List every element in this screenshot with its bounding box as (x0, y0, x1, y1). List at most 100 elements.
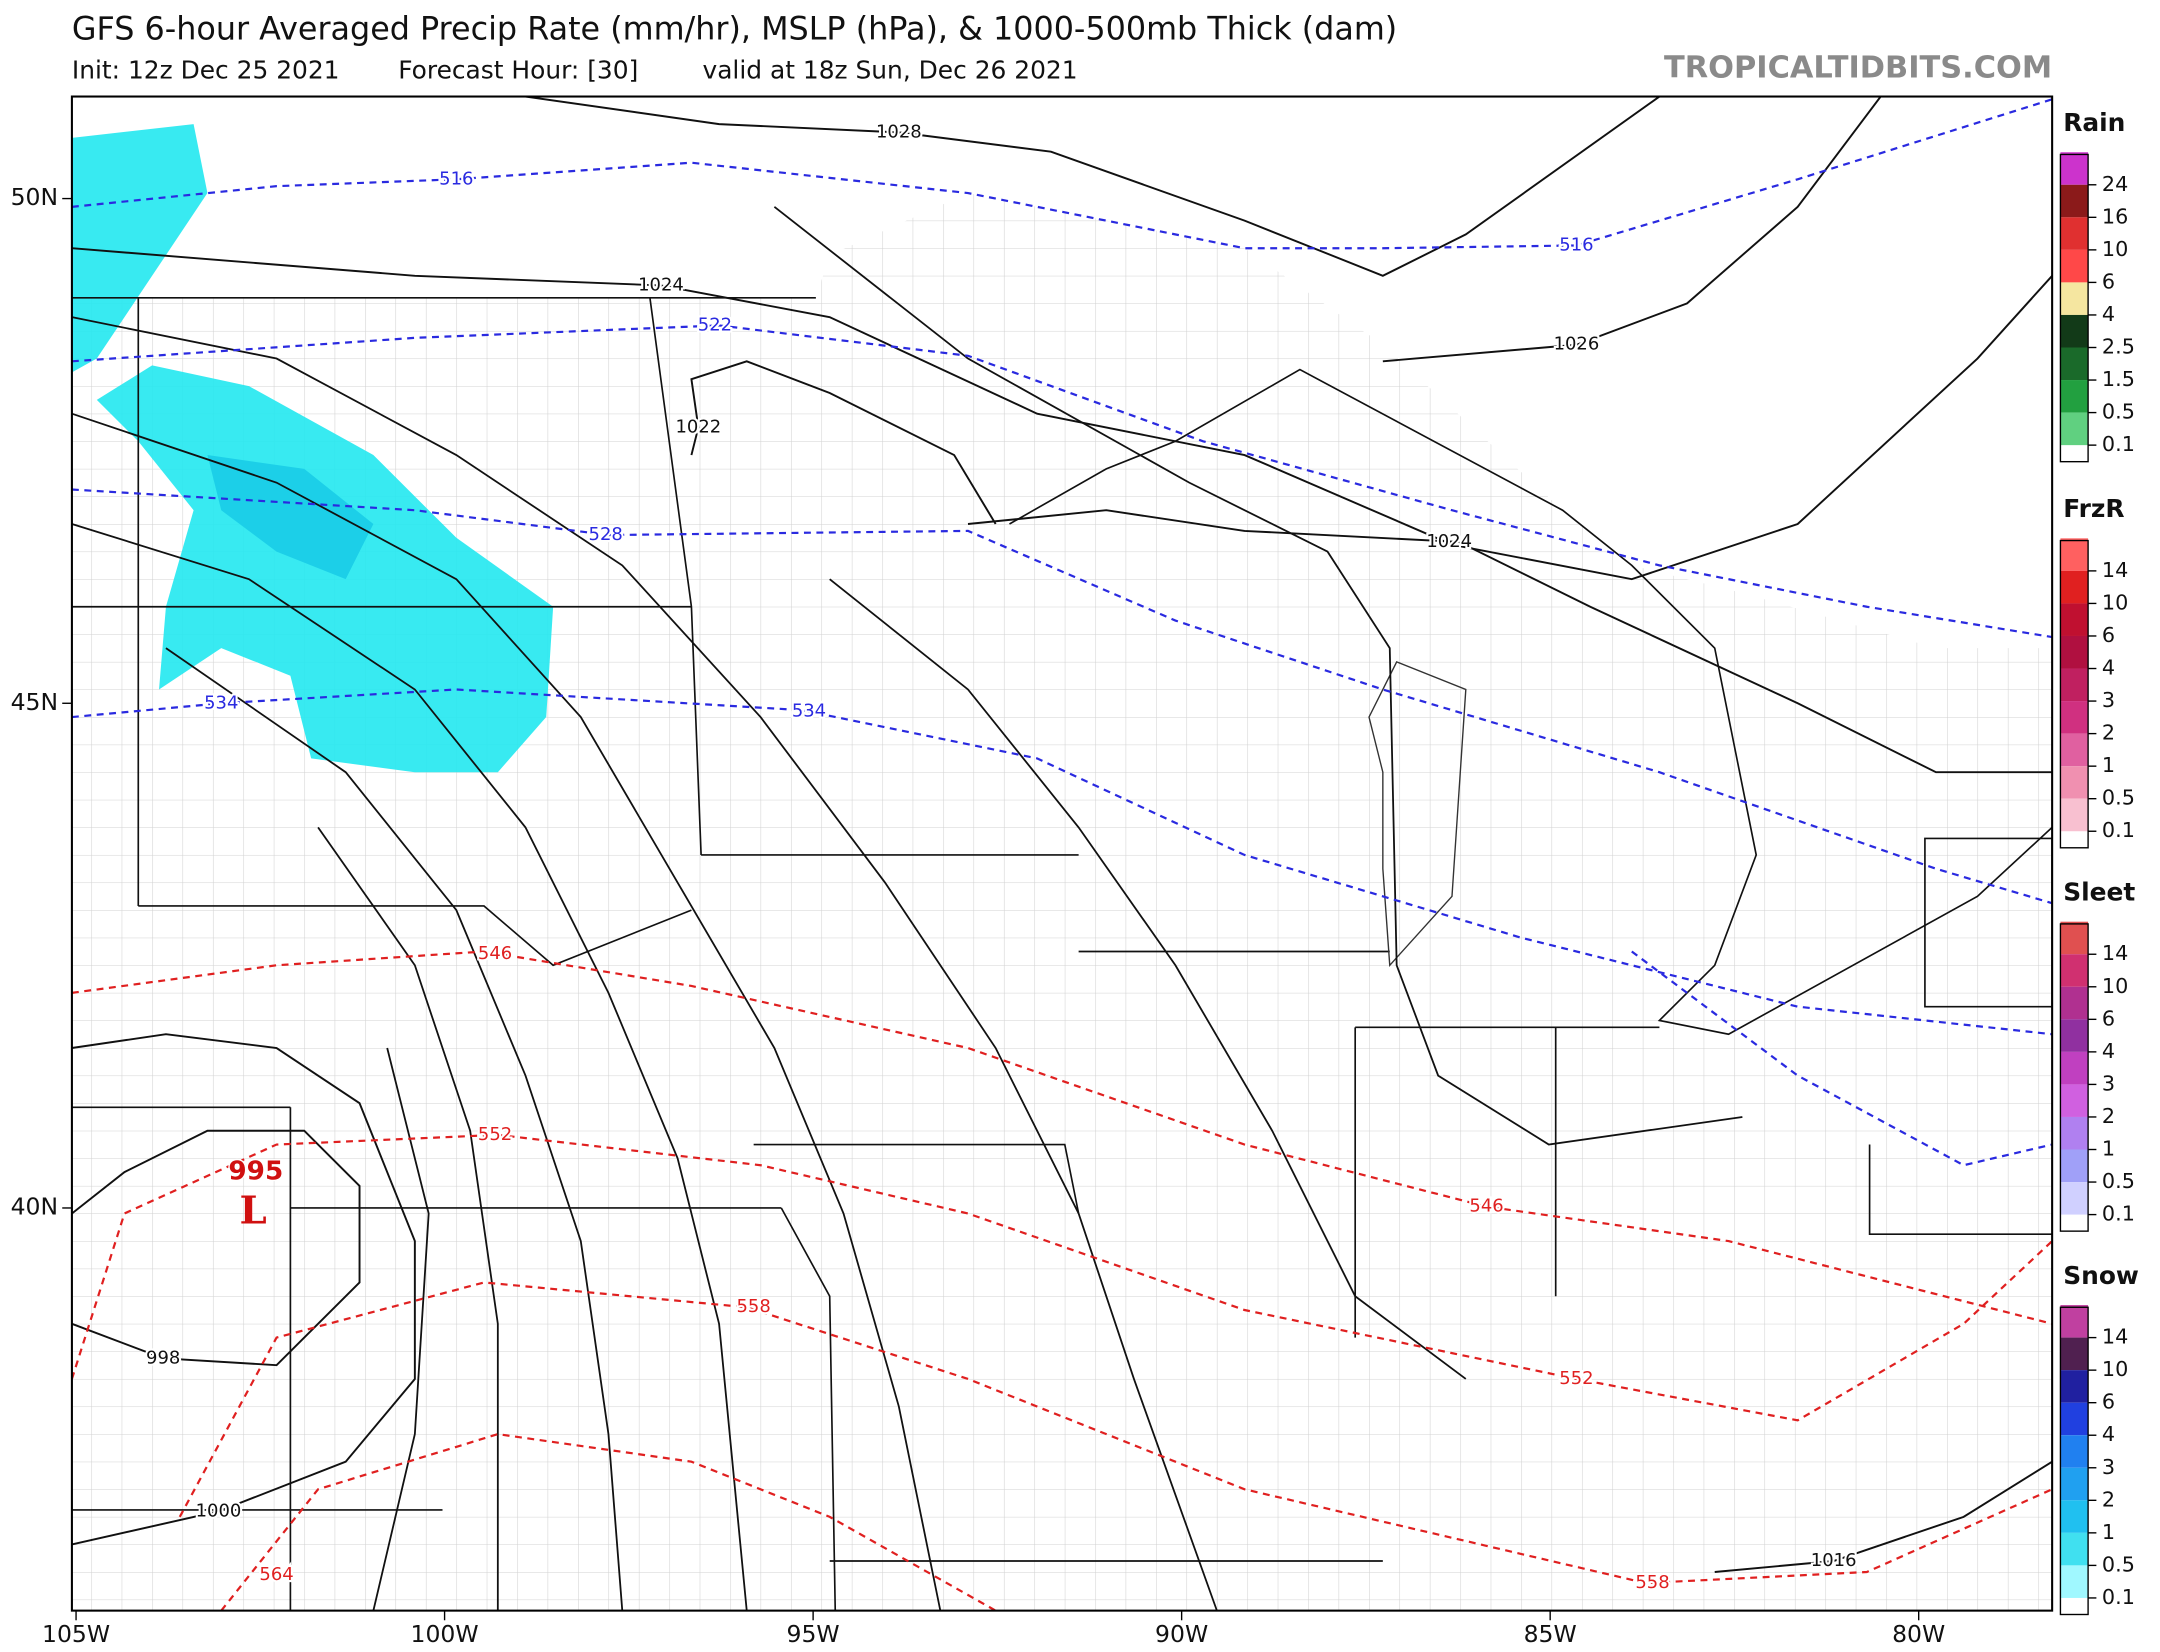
thickness-label: 546 (1469, 1196, 1503, 1217)
thickness-label: 546 (478, 943, 512, 964)
isobar-line (71, 523, 748, 1611)
isobar (71, 1129, 361, 1367)
legend-label: 6 (2102, 269, 2115, 293)
legend-label: 10 (2102, 1357, 2128, 1381)
isobar-label: 1022 (675, 416, 721, 437)
lat-label: 50N (11, 183, 58, 211)
isobar-line (71, 412, 942, 1611)
legend-label: 10 (2102, 237, 2128, 261)
legend-bar-frame (2059, 539, 2089, 849)
legend-swatch (2060, 921, 2089, 955)
isobar (71, 1033, 416, 1546)
lat-label: 45N (11, 688, 58, 716)
isobar-label: 1000 (196, 1500, 242, 1521)
legend-bar-frame (2059, 153, 2089, 463)
thickness-line (178, 1281, 2053, 1585)
isobar-label: 998 (146, 1347, 180, 1368)
isobar-label: 1024 (638, 274, 684, 295)
legend-label: 2 (2102, 721, 2115, 745)
isobar-line (317, 826, 499, 1611)
legend-label: 14 (2102, 1325, 2128, 1349)
snow-core (207, 455, 374, 580)
legend-title: FrzR (2063, 494, 2124, 523)
isobar (690, 360, 997, 525)
legend-swatch (2060, 635, 2089, 669)
legend-label: 14 (2102, 941, 2128, 965)
lon-label: 90W (1155, 1620, 1208, 1648)
legend-swatch (2060, 798, 2089, 832)
map-area (71, 96, 2053, 1611)
legend-swatch (2060, 1149, 2089, 1183)
legend-swatch (2060, 701, 2089, 734)
isobar-label: 1026 (1554, 334, 1600, 355)
thickness-label: 558 (737, 1296, 771, 1317)
legend-label: 4 (2102, 302, 2115, 326)
thickness-label: 528 (589, 524, 623, 545)
thickness-label: 552 (1559, 1368, 1593, 1389)
thickness-line (71, 488, 2053, 905)
legend-swatch (2060, 152, 2089, 185)
legend-swatch (2060, 380, 2089, 413)
legend-swatch (2060, 1019, 2089, 1052)
legend-label: 0.1 (2102, 1585, 2135, 1609)
low-symbol: L (239, 1189, 266, 1234)
legend-label: 14 (2102, 558, 2128, 582)
legend-label: 16 (2102, 204, 2128, 228)
lat-label: 40N (11, 1192, 58, 1220)
legend-label: 0.1 (2102, 818, 2135, 842)
legend-label: 0.1 (2102, 432, 2135, 456)
thickness-label: 534 (204, 692, 238, 713)
legend-label: 1.5 (2102, 367, 2135, 391)
legend-bar-frame (2059, 1306, 2089, 1616)
legend-bar-frame (2059, 923, 2089, 1232)
legend-swatch (2060, 314, 2089, 348)
legend-label: 6 (2102, 1006, 2115, 1030)
legend-swatch (2060, 986, 2089, 1020)
lon-label: 85W (1524, 1620, 1577, 1648)
legend-swatch (2060, 1305, 2089, 1338)
legend-swatch (2060, 1565, 2089, 1598)
legend-label: 10 (2102, 590, 2128, 614)
thickness-line (71, 324, 2053, 639)
init-time: Init: 12z Dec 25 2021 (72, 56, 340, 85)
isobar (71, 247, 2053, 581)
legend-label: 0.5 (2102, 1552, 2135, 1576)
legend-swatch (2060, 1182, 2089, 1215)
thickness-line (220, 1432, 997, 1611)
legend-swatch (2060, 217, 2089, 250)
legend-label: 4 (2102, 1039, 2115, 1063)
legend-swatch (2060, 249, 2089, 283)
legend-swatch (2060, 347, 2089, 381)
site-credit: TROPICALTIDBITS.COM (1664, 50, 2052, 85)
title: GFS 6-hour Averaged Precip Rate (mm/hr),… (72, 11, 1397, 47)
thickness-line (71, 950, 2053, 1325)
low-pressure: 995 (228, 1157, 283, 1187)
legend-swatch (2060, 538, 2089, 571)
thickness-label: 522 (698, 314, 732, 335)
isobar-label: 1016 (1811, 1550, 1857, 1571)
isobar (967, 509, 2053, 774)
legend-swatch (2060, 1370, 2089, 1403)
legend-swatch (2060, 603, 2089, 636)
legend-label: 1 (2102, 1137, 2115, 1161)
legend-label: 4 (2102, 656, 2115, 680)
legend-label: 24 (2102, 172, 2128, 196)
thickness-label: 516 (439, 168, 473, 189)
map-frame (70, 95, 2054, 1612)
legend-swatch (2060, 1532, 2089, 1566)
legend-swatch (2060, 282, 2089, 315)
legend-swatch (2060, 184, 2089, 218)
isobar-label: 1024 (1426, 531, 1472, 552)
legend-label: 0.5 (2102, 786, 2135, 810)
legend-title: Rain (2063, 108, 2125, 137)
legend-swatch (2060, 1500, 2089, 1533)
thickness-label: 552 (478, 1124, 512, 1145)
isobar (525, 96, 1660, 277)
legend-label: 0.5 (2102, 1169, 2135, 1193)
legend-swatch (2060, 1467, 2089, 1501)
isobar-line (165, 647, 624, 1611)
lon-label: 80W (1892, 1620, 1945, 1648)
thickness-line (1631, 950, 2053, 1167)
